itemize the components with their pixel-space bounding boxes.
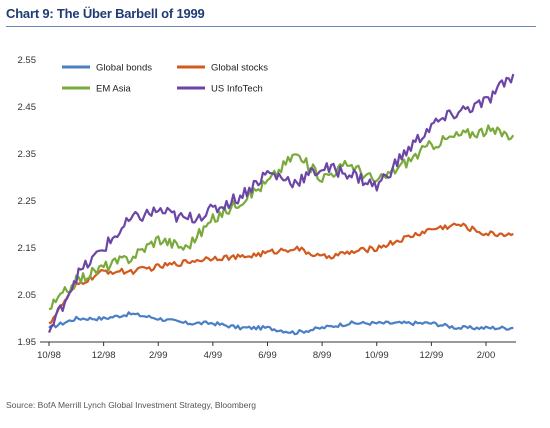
y-tick-label: 1.95 bbox=[18, 337, 37, 348]
title-divider bbox=[6, 26, 536, 27]
series-line-em-asia bbox=[48, 124, 515, 311]
legend-label: US InfoTech bbox=[211, 84, 263, 95]
x-tick-label: 4/99 bbox=[204, 350, 223, 361]
legend-label: Global bonds bbox=[96, 63, 152, 74]
x-tick-label: 12/98 bbox=[92, 350, 116, 361]
x-tick-label: 10/98 bbox=[37, 350, 61, 361]
axes: 1.95 2.05 2.15 2.25 2.35 2.45 2.55 10/98 12/98 2/… bbox=[18, 55, 516, 361]
y-tick-label: 2.55 bbox=[18, 55, 37, 66]
y-tick-label: 2.15 bbox=[18, 243, 37, 254]
x-tick-label: 6/99 bbox=[258, 350, 277, 361]
x-tick-label: 2/00 bbox=[477, 350, 496, 361]
legend: Global bonds Global stocks EM Asia US InfoT… bbox=[62, 63, 268, 95]
y-tick-label: 2.05 bbox=[18, 290, 37, 301]
y-tick-label: 2.25 bbox=[18, 196, 37, 207]
source-note: Source: BofA Merrill Lynch Global Invest… bbox=[6, 400, 256, 410]
chart-title: Chart 9: The Über Barbell of 1999 bbox=[6, 6, 205, 21]
legend-label: Global stocks bbox=[211, 63, 268, 74]
x-tick-label: 10/99 bbox=[365, 350, 389, 361]
x-tick-label: 2/99 bbox=[149, 350, 168, 361]
y-tick-label: 2.45 bbox=[18, 102, 37, 113]
series-lines bbox=[47, 73, 515, 336]
x-tick-label: 12/99 bbox=[419, 350, 443, 361]
series-line-global-bonds bbox=[48, 311, 514, 336]
series-line-us-infotech bbox=[47, 73, 515, 334]
x-tick-label: 8/99 bbox=[313, 350, 332, 361]
legend-label: EM Asia bbox=[96, 84, 132, 95]
y-tick-label: 2.35 bbox=[18, 149, 37, 160]
series-line-global-stocks bbox=[48, 222, 514, 325]
